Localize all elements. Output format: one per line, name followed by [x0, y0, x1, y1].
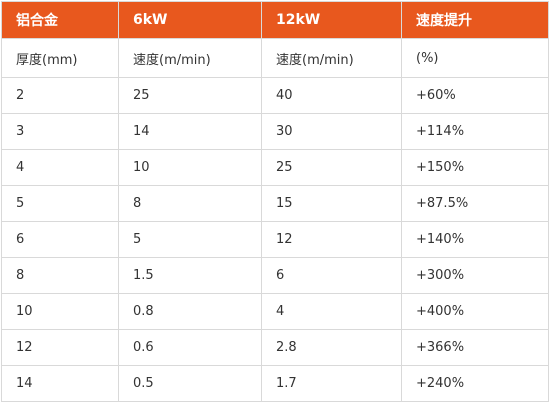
table-row: 12 0.6 2.8 +366% — [1, 329, 549, 366]
header-material: 铝合金 — [1, 1, 119, 39]
cell-speed-6kw: 5 — [118, 221, 262, 258]
header-speed-increase: 速度提升 — [401, 1, 549, 39]
table-row: 4 10 25 +150% — [1, 149, 549, 186]
cell-speed-12kw: 40 — [261, 77, 402, 114]
cell-speed-6kw: 1.5 — [118, 257, 262, 294]
cell-thickness: 12 — [1, 329, 119, 366]
cell-speed-6kw: 8 — [118, 185, 262, 222]
cell-thickness: 8 — [1, 257, 119, 294]
cell-speed-6kw: 25 — [118, 77, 262, 114]
header-row: 铝合金 6kW 12kW 速度提升 — [1, 1, 549, 39]
cell-increase: +240% — [401, 365, 549, 402]
subheader-thickness: 厚度(mm) — [1, 38, 119, 78]
cell-thickness: 14 — [1, 365, 119, 402]
cell-speed-12kw: 25 — [261, 149, 402, 186]
subheader-speed-12kw: 速度(m/min) — [261, 38, 402, 78]
cell-speed-12kw: 1.7 — [261, 365, 402, 402]
cell-speed-6kw: 0.8 — [118, 293, 262, 330]
cell-thickness: 6 — [1, 221, 119, 258]
cell-speed-6kw: 0.6 — [118, 329, 262, 366]
cell-increase: +140% — [401, 221, 549, 258]
cell-thickness: 5 — [1, 185, 119, 222]
header-12kw: 12kW — [261, 1, 402, 39]
subheader-row: 厚度(mm) 速度(m/min) 速度(m/min) (%) — [1, 38, 549, 78]
cell-increase: +400% — [401, 293, 549, 330]
table-row: 10 0.8 4 +400% — [1, 293, 549, 330]
cell-speed-6kw: 10 — [118, 149, 262, 186]
cell-thickness: 2 — [1, 77, 119, 114]
cell-thickness: 3 — [1, 113, 119, 150]
cell-speed-6kw: 14 — [118, 113, 262, 150]
cell-increase: +366% — [401, 329, 549, 366]
cell-speed-12kw: 6 — [261, 257, 402, 294]
cell-increase: +87.5% — [401, 185, 549, 222]
table-row: 6 5 12 +140% — [1, 221, 549, 258]
table-row: 5 8 15 +87.5% — [1, 185, 549, 222]
table-row: 14 0.5 1.7 +240% — [1, 365, 549, 402]
cell-speed-12kw: 4 — [261, 293, 402, 330]
cell-speed-12kw: 15 — [261, 185, 402, 222]
cell-thickness: 10 — [1, 293, 119, 330]
cell-speed-12kw: 30 — [261, 113, 402, 150]
cell-increase: +60% — [401, 77, 549, 114]
cell-speed-12kw: 12 — [261, 221, 402, 258]
cell-speed-12kw: 2.8 — [261, 329, 402, 366]
table-row: 3 14 30 +114% — [1, 113, 549, 150]
cell-increase: +114% — [401, 113, 549, 150]
cell-increase: +150% — [401, 149, 549, 186]
subheader-percent: (%) — [401, 38, 549, 78]
cell-speed-6kw: 0.5 — [118, 365, 262, 402]
table-row: 8 1.5 6 +300% — [1, 257, 549, 294]
table-row: 2 25 40 +60% — [1, 77, 549, 114]
cell-increase: +300% — [401, 257, 549, 294]
subheader-speed-6kw: 速度(m/min) — [118, 38, 262, 78]
cell-thickness: 4 — [1, 149, 119, 186]
header-6kw: 6kW — [118, 1, 262, 39]
